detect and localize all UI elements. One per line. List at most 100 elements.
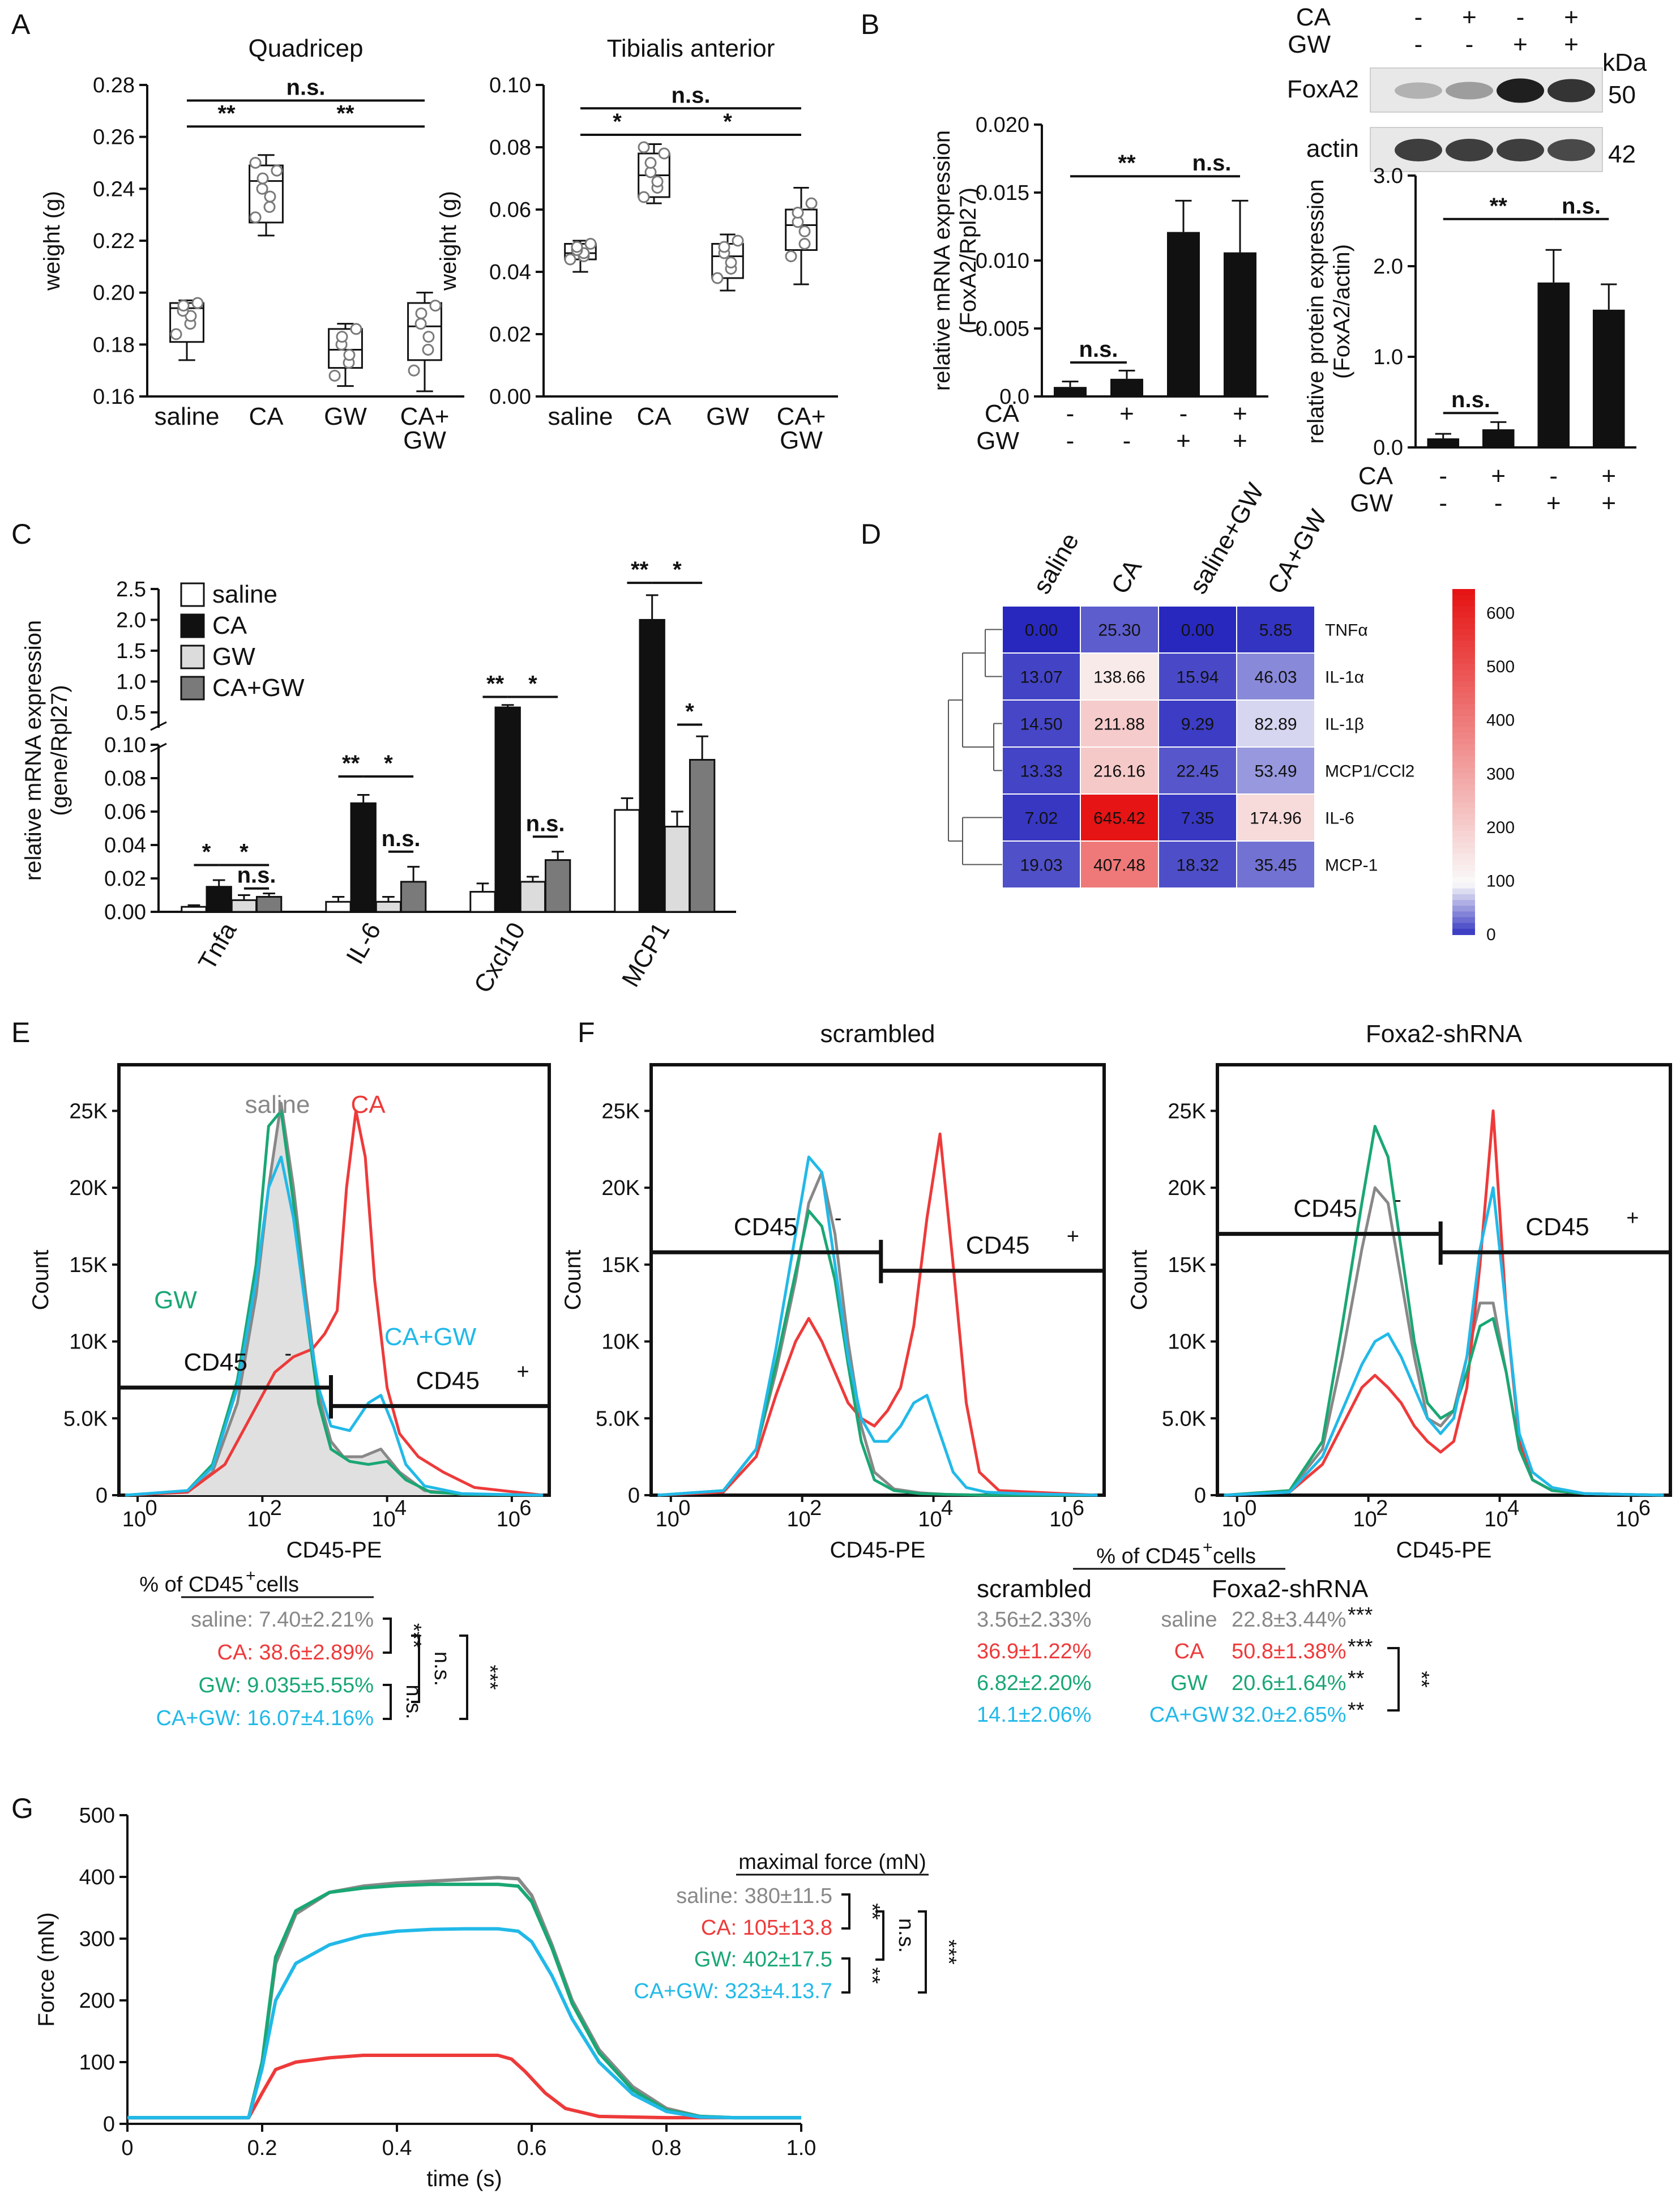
data-point bbox=[711, 272, 724, 284]
curve-label-ca: CA bbox=[350, 1091, 386, 1119]
y-tick-label: 2.0 bbox=[116, 608, 146, 632]
panel-label-a: A bbox=[11, 8, 31, 40]
data-point bbox=[264, 190, 276, 203]
gw-sign: + bbox=[1546, 489, 1561, 517]
significance-label: n.s. bbox=[1079, 337, 1118, 362]
y-tick-label: 0.06 bbox=[489, 198, 531, 222]
row-label-ca: CA bbox=[985, 400, 1020, 428]
stats-row: saline: 7.40±2.21% bbox=[191, 1608, 374, 1632]
y-tick-label: 0.16 bbox=[93, 385, 135, 409]
legend-swatch bbox=[180, 613, 205, 638]
force-trace-ca bbox=[127, 2054, 801, 2120]
x-axis-label: time (s) bbox=[426, 2166, 502, 2191]
bar bbox=[664, 826, 691, 913]
y-tick-label: 15K bbox=[69, 1253, 108, 1277]
data-point bbox=[571, 241, 583, 253]
x-tick-label: 0.2 bbox=[247, 2136, 277, 2160]
colorbar-segment bbox=[1452, 595, 1475, 601]
colorbar-tick-label: 500 bbox=[1486, 658, 1515, 676]
x-tick-exponent: 6 bbox=[1072, 1496, 1084, 1520]
heatmap-cell bbox=[1158, 605, 1237, 654]
data-point bbox=[271, 164, 283, 177]
data-point bbox=[732, 234, 744, 247]
blot-sign: + bbox=[1513, 31, 1528, 58]
y-tick-label: 0.26 bbox=[93, 126, 135, 150]
y-tick-label: 0.020 bbox=[976, 113, 1029, 137]
data-point bbox=[584, 238, 597, 250]
colorbar-segment bbox=[1452, 589, 1475, 596]
category-label: GW bbox=[324, 403, 367, 430]
heatmap-value: 211.88 bbox=[1094, 715, 1145, 734]
significance-label: ** bbox=[1118, 151, 1136, 176]
heatmap-column-label: saline+GW bbox=[1184, 479, 1269, 599]
colorbar-segment bbox=[1452, 796, 1475, 803]
y-tick-label: 1.0 bbox=[1373, 345, 1403, 369]
data-point bbox=[798, 225, 811, 237]
heatmap-cell bbox=[1236, 840, 1315, 889]
colorbar-tick-label: 200 bbox=[1486, 818, 1515, 837]
colorbar-segment bbox=[1452, 854, 1475, 860]
y-tick-label: 0.22 bbox=[93, 229, 135, 253]
colorbar-segment bbox=[1452, 698, 1475, 705]
chart-title: Quadricep bbox=[248, 35, 363, 62]
heatmap-column-label: CA+GW bbox=[1262, 505, 1332, 599]
colorbar-segment bbox=[1452, 629, 1475, 636]
legend-swatch bbox=[180, 645, 205, 669]
histogram-line-gw bbox=[1224, 1125, 1664, 1497]
ca-sign: - bbox=[1066, 400, 1075, 428]
heatmap-cell bbox=[1236, 699, 1315, 748]
heatmap-value: 0.00 bbox=[1025, 621, 1058, 640]
ca-sign: - bbox=[1549, 462, 1558, 490]
gate-label-positive: CD45 bbox=[1525, 1213, 1589, 1241]
data-point bbox=[564, 253, 576, 266]
box bbox=[328, 328, 363, 369]
colorbar-segment bbox=[1452, 606, 1475, 613]
bracket-scrambled-shrna-label: ** bbox=[1409, 1671, 1433, 1688]
bar bbox=[1224, 252, 1256, 396]
x-tick-exponent: 6 bbox=[519, 1496, 531, 1520]
colorbar-tick-label: 400 bbox=[1486, 711, 1515, 730]
y-tick-label: 0.5 bbox=[116, 701, 146, 725]
data-point bbox=[658, 147, 670, 160]
stats-title-tail: cells bbox=[1213, 1544, 1256, 1568]
heatmap-cell bbox=[1080, 746, 1159, 795]
data-point bbox=[249, 157, 262, 169]
significance-label: ** bbox=[342, 751, 360, 776]
colorbar-segment bbox=[1452, 635, 1475, 642]
force-trace-gw bbox=[127, 1883, 801, 2120]
stats-row: CA+GW: 16.07±4.16% bbox=[156, 1706, 374, 1730]
colorbar-segment bbox=[1452, 900, 1475, 907]
data-point bbox=[725, 257, 737, 268]
bracket-ca-cagw bbox=[918, 1910, 927, 1994]
y-tick-label: 0.0 bbox=[1373, 436, 1403, 460]
y-tick-label: 15K bbox=[601, 1253, 640, 1277]
y-tick-label: 10K bbox=[1168, 1330, 1206, 1354]
colorbar-segment bbox=[1452, 911, 1475, 918]
blot-sign: - bbox=[1414, 31, 1423, 58]
colorbar-segment bbox=[1452, 664, 1475, 671]
panel-b-protein-chart: 0.0 1.0 2.0 3.0 relative protein expression(… bbox=[1303, 164, 1636, 517]
blot-band bbox=[1446, 82, 1493, 100]
data-point bbox=[422, 344, 434, 356]
stats-scrambled-value: 6.82±2.20% bbox=[977, 1671, 1092, 1695]
heatmap-cell bbox=[1236, 605, 1315, 654]
x-tick-label: 0.4 bbox=[382, 2136, 412, 2160]
histogram-line-gw bbox=[657, 1209, 1098, 1497]
colorbar-segment bbox=[1452, 906, 1475, 912]
bar bbox=[614, 809, 640, 913]
data-point bbox=[191, 297, 204, 309]
colorbar-segment bbox=[1452, 756, 1475, 762]
blot-band bbox=[1497, 78, 1544, 103]
heatmap-value: 19.03 bbox=[1020, 856, 1062, 875]
colorbar-segment bbox=[1452, 669, 1475, 676]
significance-label: * bbox=[723, 109, 732, 134]
stats-shrna-value: 20.6±1.64% bbox=[1232, 1671, 1346, 1695]
bracket-gw-cagw bbox=[841, 1957, 850, 1994]
stats-title-tail: cells bbox=[256, 1573, 299, 1597]
stats-scrambled-value: 36.9±1.22% bbox=[977, 1640, 1092, 1663]
x-axis-label: CD45-PE bbox=[1396, 1538, 1492, 1563]
colorbar-segment bbox=[1452, 739, 1475, 745]
data-point bbox=[249, 211, 262, 224]
